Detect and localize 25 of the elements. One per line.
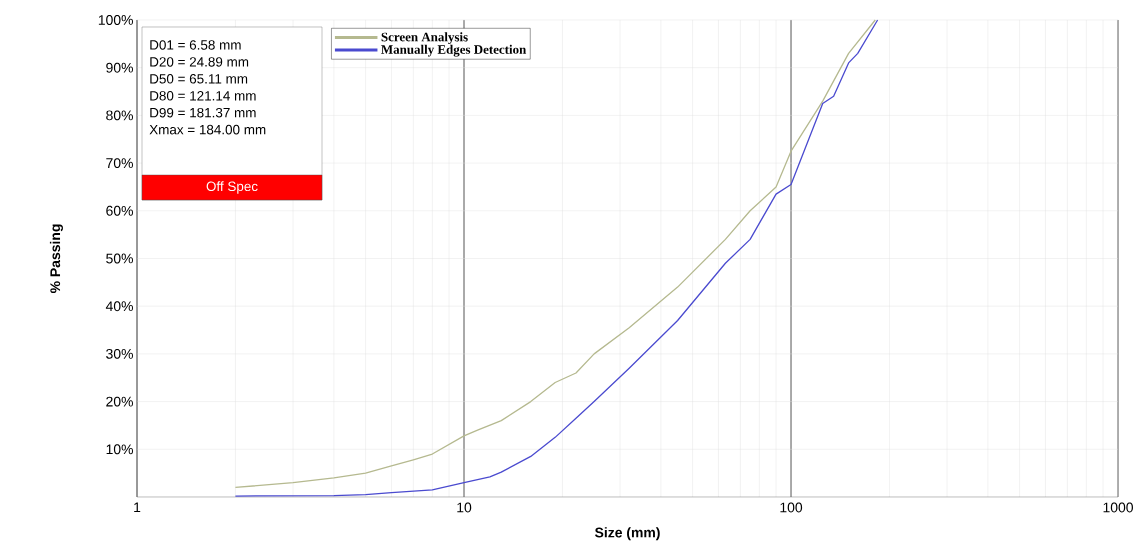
y-tick-label: 50% (106, 253, 133, 264)
annotation: D80 = 121.14 mm (150, 91, 256, 101)
x-tick-label: 100 (780, 502, 803, 513)
x-tick-label: 1 (134, 502, 141, 513)
y-axis-title: % Passing (49, 224, 63, 294)
y-tick-label: 10% (106, 444, 133, 455)
annotation: D50 = 65.11 mm (150, 74, 248, 84)
annotation: D01 = 6.58 mm (150, 40, 241, 50)
annotation: D99 = 181.37 mm (150, 107, 256, 118)
y-tick-label: 30% (106, 348, 133, 359)
y-tick-label: 80% (106, 110, 133, 121)
y-tick-label: 70% (106, 158, 133, 169)
y-tick-label: 100% (98, 15, 133, 25)
annotation: Off Spec (206, 181, 258, 194)
x-tick-label: 1000 (1103, 502, 1133, 513)
y-tick-label: 40% (105, 301, 133, 312)
annotation: Xmax = 184.00 mm (149, 124, 266, 135)
y-tick-label: 20% (106, 396, 133, 407)
legend-label: Manually Edges Detection (381, 44, 527, 57)
legend-label: Screen Analysis (381, 32, 468, 45)
x-tick-label: 10 (457, 502, 472, 513)
annotation: D20 = 24.89 mm (150, 57, 249, 67)
x-axis-title: Size (mm) (594, 527, 660, 541)
y-tick-label: 90% (106, 62, 133, 73)
y-tick-label: 60% (106, 205, 133, 216)
